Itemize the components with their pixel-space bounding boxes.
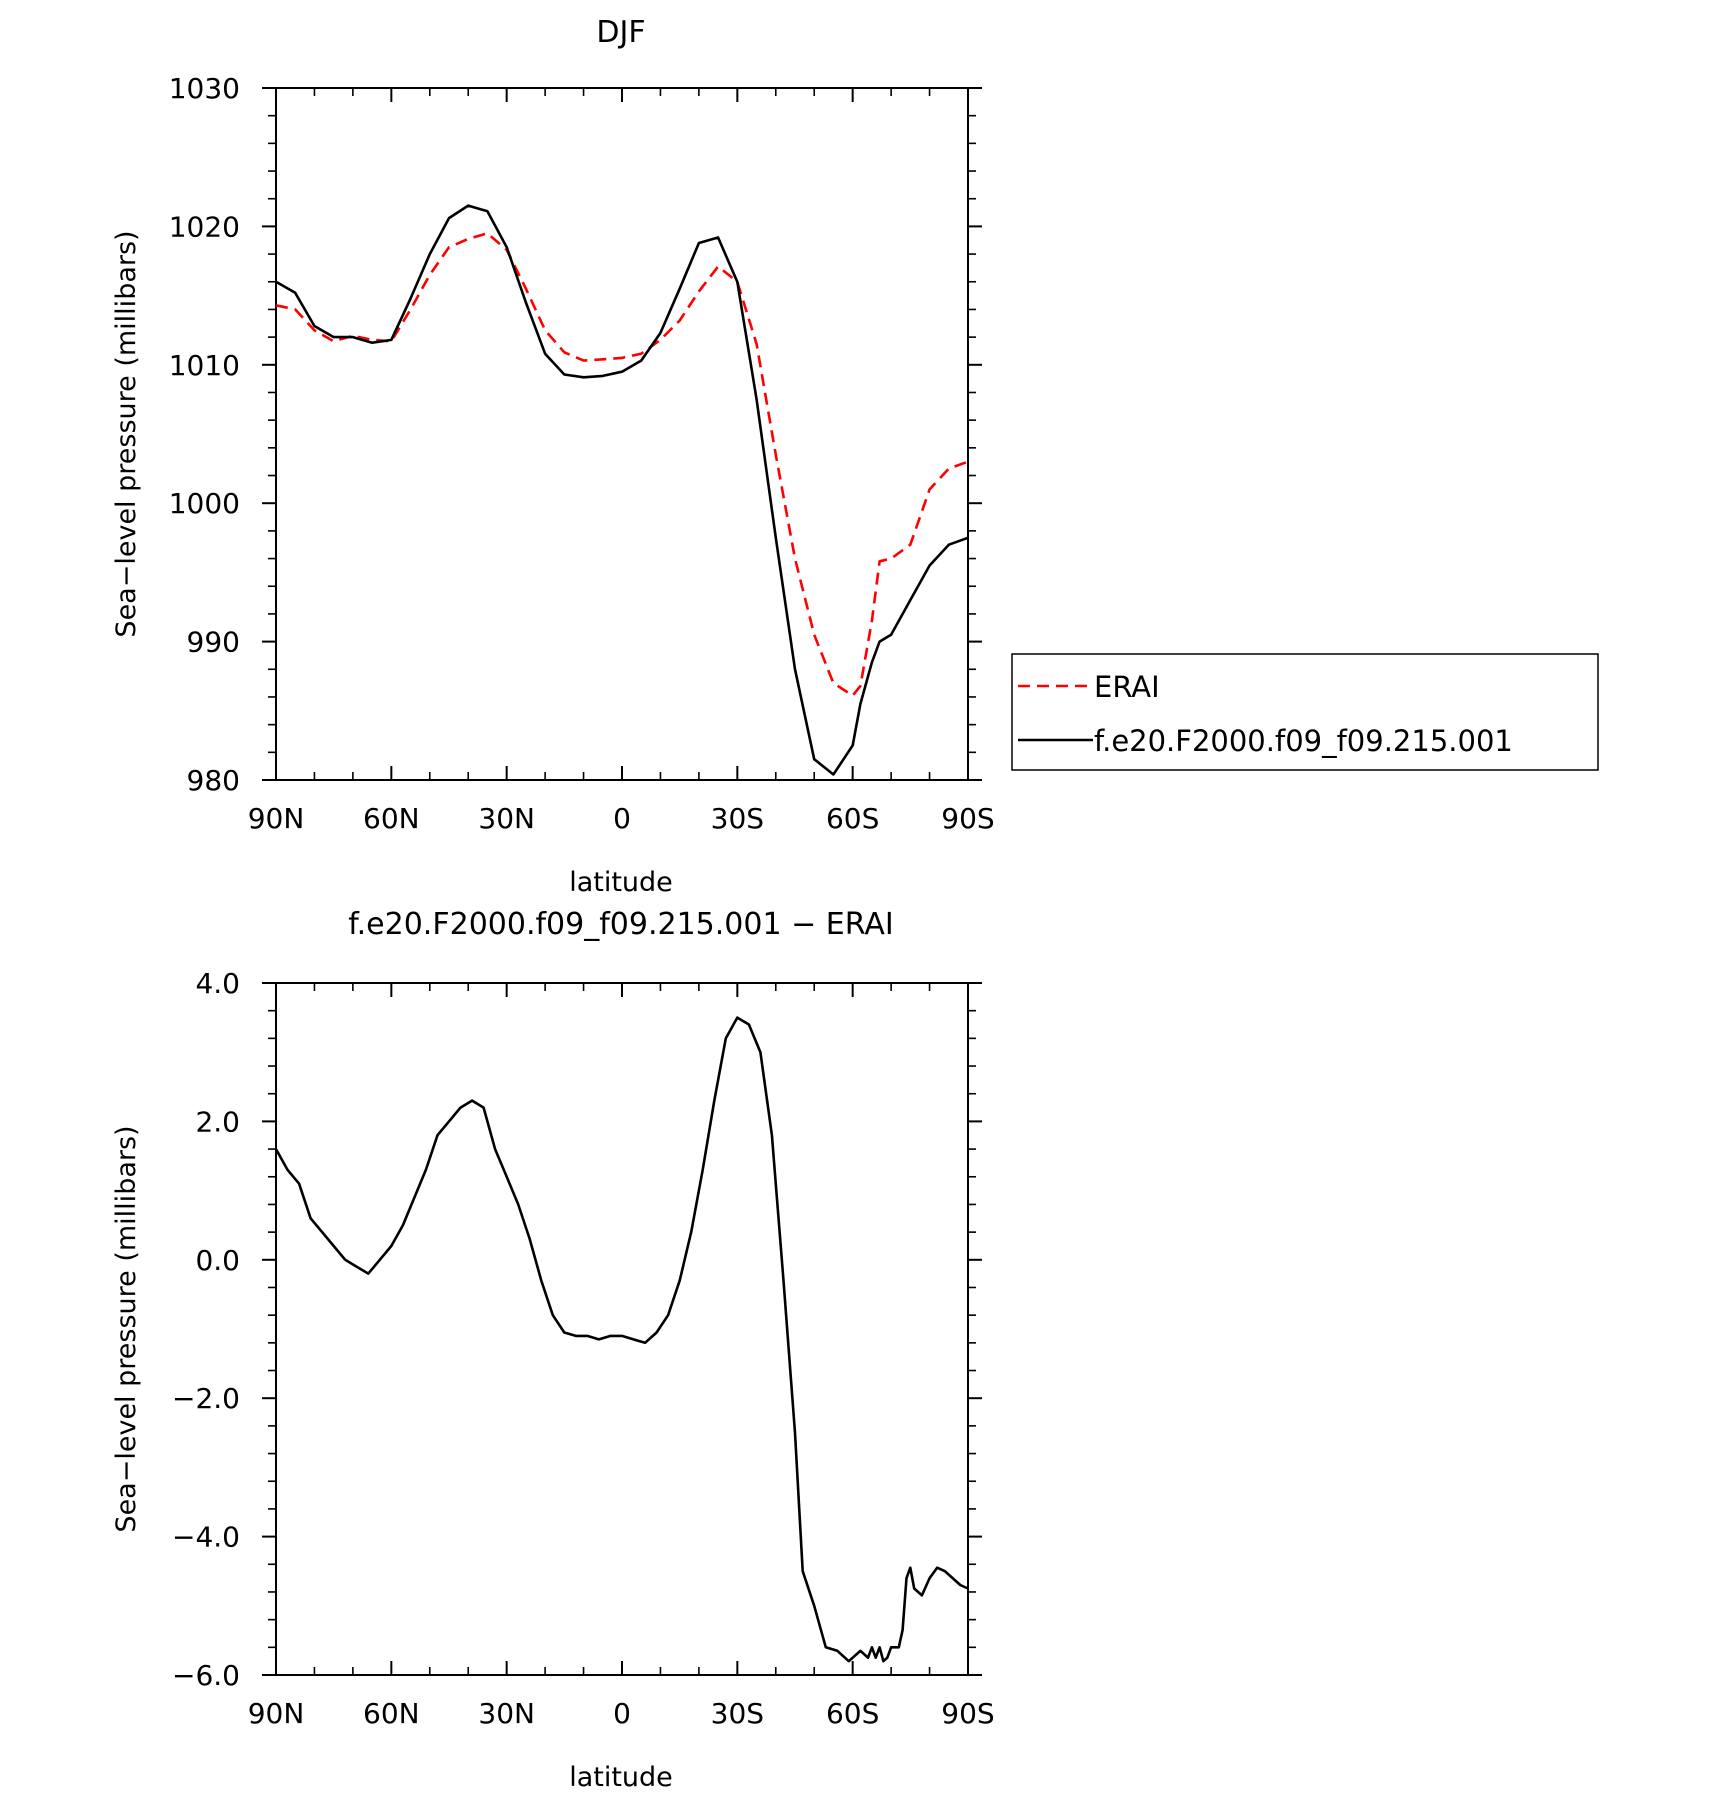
y-tick-label: 990: [187, 626, 240, 659]
legend-box: [1011, 653, 1599, 771]
series-line-0: [275, 232, 969, 697]
top-panel: DJF 90N 60N 30N 0 30S 60S 90S 980 990 1000 1010 10…: [111, 15, 1599, 898]
legend: ERAI f.e20.F2000.f09_f09.215.001: [1011, 653, 1599, 771]
x-tick-label: 90N: [248, 1697, 305, 1730]
top-axis-ticks: [262, 87, 982, 781]
x-tick-label: 60N: [363, 802, 420, 835]
x-tick-label: 30S: [711, 802, 764, 835]
x-tick-label: 60S: [826, 1697, 879, 1730]
x-tick-label: 90S: [941, 802, 994, 835]
top-x-tick-labels: 90N 60N 30N 0 30S 60S 90S: [248, 802, 995, 835]
legend-label-model: f.e20.F2000.f09_f09.215.001: [1094, 724, 1513, 758]
x-tick-label: 90N: [248, 802, 305, 835]
x-tick-label: 30N: [478, 1697, 535, 1730]
bottom-y-axis-label: Sea−level pressure (millibars): [111, 1125, 142, 1532]
top-panel-title: DJF: [596, 15, 645, 50]
y-tick-label: −6.0: [172, 1659, 240, 1692]
y-tick-label: 0.0: [195, 1244, 240, 1277]
y-tick-label: −2.0: [172, 1382, 240, 1415]
series-line-0: [274, 1016, 969, 1663]
y-tick-label: 980: [187, 764, 240, 797]
bottom-panel: f.e20.F2000.f09_f09.215.001 − ERAI 90N 60…: [111, 907, 995, 1793]
top-series-lines: [275, 204, 969, 776]
x-tick-label: 60N: [363, 1697, 420, 1730]
bottom-panel-title: f.e20.F2000.f09_f09.215.001 − ERAI: [348, 907, 893, 942]
bottom-x-tick-labels: 90N 60N 30N 0 30S 60S 90S: [248, 1697, 995, 1730]
top-y-axis-label: Sea−level pressure (millibars): [111, 230, 142, 637]
y-tick-label: 1020: [169, 210, 240, 243]
x-tick-label: 90S: [941, 1697, 994, 1730]
top-x-axis-label: latitude: [569, 867, 673, 898]
x-tick-label: 60S: [826, 802, 879, 835]
y-tick-label: 2.0: [195, 1105, 240, 1138]
y-tick-label: 1000: [169, 487, 240, 520]
x-tick-label: 0: [613, 802, 631, 835]
top-plot-frame: [275, 87, 969, 781]
bottom-axis-ticks: [262, 982, 982, 1676]
bottom-x-axis-label: latitude: [569, 1762, 673, 1793]
bottom-plot-frame: [275, 982, 969, 1676]
y-tick-label: 4.0: [195, 967, 240, 1000]
legend-label-erai: ERAI: [1094, 670, 1160, 704]
x-tick-label: 0: [613, 1697, 631, 1730]
y-tick-label: −4.0: [172, 1521, 240, 1554]
series-line-1: [275, 204, 969, 776]
y-tick-label: 1010: [169, 349, 240, 382]
bottom-y-tick-labels: −6.0 −4.0 −2.0 0.0 2.0 4.0: [172, 967, 240, 1692]
y-tick-label: 1030: [169, 72, 240, 105]
bottom-series-lines: [274, 1016, 969, 1663]
top-y-tick-labels: 980 990 1000 1010 1020 1030: [169, 72, 240, 797]
x-tick-label: 30N: [478, 802, 535, 835]
x-tick-label: 30S: [711, 1697, 764, 1730]
